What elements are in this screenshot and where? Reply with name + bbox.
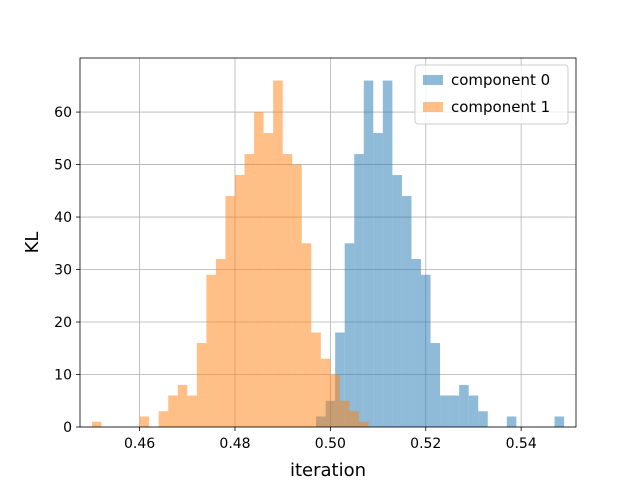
y-tick-label: 40 (54, 210, 72, 226)
histogram-bar-series-0 (440, 395, 450, 427)
x-axis-label: iteration (290, 460, 366, 480)
histogram-bar-series-1 (158, 411, 169, 427)
histogram-bar-series-0 (478, 411, 488, 427)
x-tick-label: 0.48 (219, 436, 250, 452)
histogram-bar-series-0 (554, 416, 565, 427)
histogram-bar-series-1 (168, 395, 178, 427)
histogram-bar-series-0 (382, 80, 393, 428)
histogram-bar-series-0 (363, 80, 374, 428)
x-tick-label: 0.46 (124, 436, 155, 452)
histogram-bar-series-1 (91, 421, 102, 427)
histogram-bar-series-0 (459, 385, 469, 427)
y-tick-label: 10 (54, 368, 72, 384)
histogram-bar-series-1 (263, 133, 274, 427)
histogram-bar-series-0 (373, 133, 383, 427)
ticks-layer: 0.46 0.48 0.50 0.52 0.54 0 10 20 30 40 50 60 (54, 105, 537, 452)
legend-label: component 1 (451, 98, 550, 116)
histogram-bar-series-1 (196, 343, 207, 427)
histogram-bar-series-1 (187, 395, 197, 427)
plot-frame (79, 57, 577, 428)
legend-swatch (423, 75, 443, 85)
y-tick-label: 60 (54, 105, 72, 121)
histogram-bar-series-1 (273, 80, 283, 428)
histogram-bar-series-1 (292, 164, 302, 427)
histogram-bar-series-0 (392, 175, 402, 427)
histogram-bar-series-0 (430, 343, 441, 427)
histogram-bar-series-0 (411, 259, 421, 427)
histogram-bar-series-1 (349, 411, 359, 427)
histogram-bar-series-1 (225, 196, 235, 427)
histogram-bar-series-1 (311, 332, 321, 427)
x-tick-label: 0.52 (410, 436, 441, 452)
x-tick-label: 0.50 (315, 436, 346, 452)
histogram-bar-series-1 (359, 421, 369, 427)
histogram-bar-series-0 (401, 196, 412, 427)
histogram-bar-series-1 (139, 416, 150, 427)
legend-swatch (423, 102, 443, 112)
histogram-bar-series-0 (354, 154, 364, 427)
y-tick-label: 20 (54, 315, 72, 331)
histogram-bar-series-1 (330, 374, 340, 427)
histogram-bar-series-1 (244, 154, 255, 427)
histogram-bar-series-0 (421, 274, 431, 427)
histogram-bar-series-1 (177, 385, 188, 427)
histogram-bar-series-1 (301, 243, 312, 427)
y-axis-label: KL (22, 232, 43, 254)
histogram-bar-series-0 (449, 395, 460, 427)
histogram-bar-series-0 (468, 395, 479, 427)
bars-layer (91, 80, 565, 428)
histogram-bar-series-1 (320, 358, 331, 427)
x-tick-label: 0.54 (506, 436, 537, 452)
legend-box (414, 64, 569, 125)
histogram-bar-series-0 (506, 416, 517, 427)
histogram-bar-series-1 (235, 175, 245, 427)
histogram-bar-series-1 (339, 400, 350, 427)
legend: component 0 component 1 (414, 64, 569, 125)
histogram-bar-series-1 (254, 112, 264, 427)
histogram-bar-series-1 (215, 259, 226, 427)
y-tick-label: 50 (54, 158, 72, 174)
y-tick-label: 0 (63, 420, 72, 436)
histogram-bar-series-0 (344, 243, 355, 427)
y-tick-label: 30 (54, 263, 72, 279)
histogram-bar-series-1 (206, 274, 216, 427)
legend-label: component 0 (451, 71, 550, 89)
histogram-bar-series-1 (282, 154, 293, 427)
